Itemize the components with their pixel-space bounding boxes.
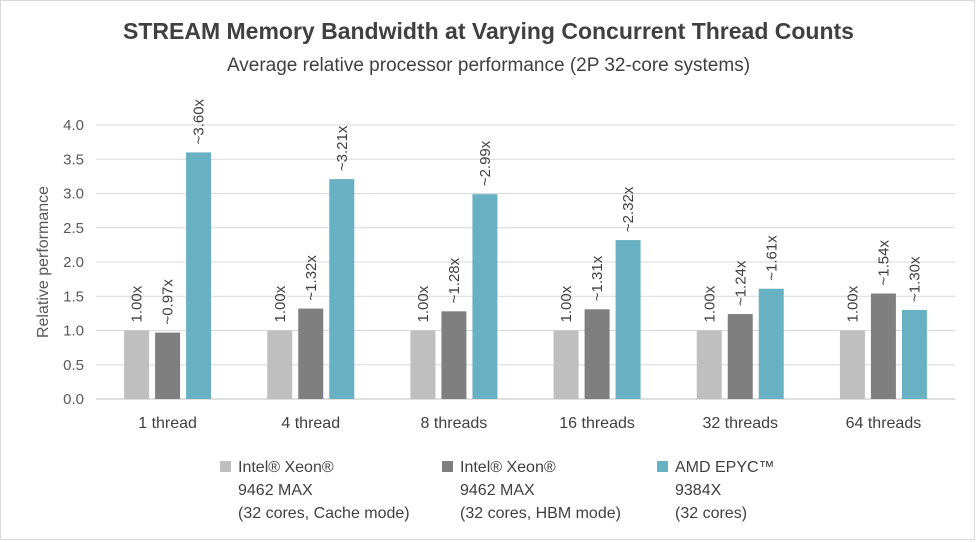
- y-axis-label: Relative performance: [35, 186, 52, 338]
- legend-label: Intel® Xeon® 9462 MAX (32 cores, Cache m…: [238, 456, 410, 525]
- bar: [410, 330, 436, 399]
- data-label: 1.00x: [129, 285, 146, 322]
- y-tick-label: 0.5: [63, 357, 84, 374]
- bar: [696, 330, 722, 399]
- data-label: ~1.54x: [875, 240, 892, 286]
- legend-line: 9462 MAX: [238, 482, 313, 499]
- legend-line: (32 cores, HBM mode): [460, 505, 621, 522]
- y-tick-label: 0.0: [63, 391, 84, 408]
- legend-line: (32 cores, Cache mode): [238, 505, 410, 522]
- bar: [329, 179, 355, 399]
- bar: [155, 332, 181, 399]
- data-label: ~0.97x: [160, 279, 177, 325]
- data-label: ~3.21x: [334, 125, 351, 171]
- y-tick-label: 3.0: [63, 186, 84, 203]
- bar: [298, 308, 324, 399]
- y-tick-label: 4.0: [63, 117, 84, 134]
- data-label: ~1.31x: [589, 255, 606, 301]
- legend-line: 9384X: [675, 482, 722, 499]
- x-tick-label: 1 thread: [138, 415, 197, 432]
- data-label: 1.00x: [701, 285, 718, 322]
- legend-label: Intel® Xeon® 9462 MAX (32 cores, HBM mod…: [460, 456, 621, 525]
- data-label: 1.00x: [415, 285, 432, 322]
- y-tick-label: 1.0: [63, 323, 84, 340]
- data-label: 1.00x: [558, 285, 575, 322]
- x-tick-label: 16 threads: [559, 415, 635, 432]
- legend-line: (32 cores): [675, 505, 748, 522]
- x-tick-label: 32 threads: [702, 415, 778, 432]
- x-tick-label: 4 thread: [281, 415, 340, 432]
- bar: [758, 288, 784, 399]
- data-label: ~1.32x: [303, 255, 320, 301]
- legend-label: AMD EPYC™ 9384X (32 cores): [675, 456, 775, 525]
- bar: [839, 330, 865, 399]
- data-label: ~2.32x: [620, 186, 637, 232]
- bar: [472, 194, 498, 399]
- data-label: ~3.60x: [191, 98, 208, 144]
- data-label: 1.00x: [272, 285, 289, 322]
- bar: [870, 293, 896, 399]
- legend-line: Intel® Xeon®: [460, 459, 556, 476]
- bar: [901, 309, 927, 399]
- data-label: ~1.61x: [763, 235, 780, 281]
- chart-plot: 0.0 0.5 1.0 1.5 2.0 2.5 3.0 3.5 4.0 Relative perf…: [35, 98, 955, 432]
- bar: [615, 240, 641, 399]
- data-label: ~2.99x: [477, 140, 494, 186]
- legend-line: Intel® Xeon®: [238, 459, 334, 476]
- y-tick-label: 3.5: [63, 151, 84, 168]
- legend-swatch: [657, 461, 668, 472]
- data-label: 1.00x: [844, 285, 861, 322]
- chart-title: STREAM Memory Bandwidth at Varying Concu…: [123, 18, 854, 44]
- bar: [584, 309, 610, 399]
- chart-subtitle: Average relative processor performance (…: [226, 55, 751, 76]
- bar: [124, 330, 150, 399]
- data-label: ~1.30x: [906, 256, 923, 302]
- bar: [727, 314, 753, 399]
- x-tick-label: 64 threads: [846, 415, 922, 432]
- y-tick-label: 1.5: [63, 288, 84, 305]
- legend-line: 9462 MAX: [460, 482, 535, 499]
- bar: [441, 311, 467, 399]
- y-tick-label: 2.0: [63, 254, 84, 271]
- data-label: ~1.24x: [732, 260, 749, 306]
- legend-line: AMD EPYC™: [675, 459, 775, 476]
- y-tick-label: 2.5: [63, 220, 84, 237]
- data-label: ~1.28x: [446, 257, 463, 303]
- legend-swatch: [442, 461, 453, 472]
- x-tick-label: 8 threads: [421, 415, 488, 432]
- bar: [553, 330, 579, 399]
- bar: [186, 152, 212, 399]
- legend-swatch: [220, 461, 231, 472]
- bar: [267, 330, 293, 399]
